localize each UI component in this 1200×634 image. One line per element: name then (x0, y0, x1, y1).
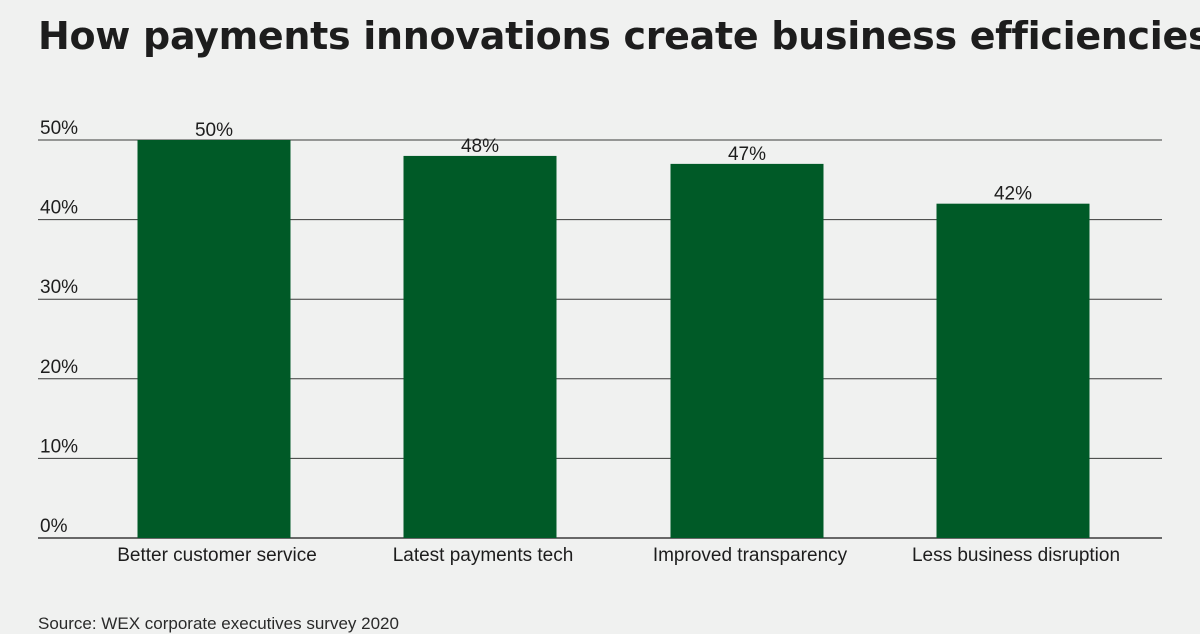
y-tick-label: 0% (40, 516, 68, 537)
bars (137, 140, 1090, 539)
y-tick-label: 40% (40, 198, 78, 219)
bar (670, 163, 824, 538)
y-tick-label: 20% (40, 357, 78, 378)
bar (403, 155, 557, 539)
y-tick-label: 10% (40, 436, 78, 457)
y-tick-label: 50% (40, 118, 78, 139)
data-labels: 50% 48% 47% 42% (195, 120, 1032, 205)
source-note: Source: WEX corporate executives survey … (38, 614, 399, 633)
y-axis-tick-labels: 0% 10% 20% 30% 40% 50% (40, 118, 78, 537)
x-tick-label: Improved transparency (653, 545, 848, 566)
bar (137, 140, 291, 538)
chart-title: How payments innovations create business… (38, 14, 1200, 58)
bar-value-label: 48% (461, 136, 499, 157)
bar (936, 203, 1090, 538)
x-tick-label: Latest payments tech (393, 545, 574, 566)
x-tick-label: Less business disruption (912, 545, 1120, 566)
x-tick-label: Better customer service (117, 545, 317, 566)
x-axis-category-labels: Better customer service Latest payments t… (117, 545, 1120, 566)
bar-value-label: 42% (994, 184, 1032, 205)
bar-value-label: 47% (728, 144, 766, 165)
bar-value-label: 50% (195, 120, 233, 141)
y-tick-label: 30% (40, 277, 78, 298)
